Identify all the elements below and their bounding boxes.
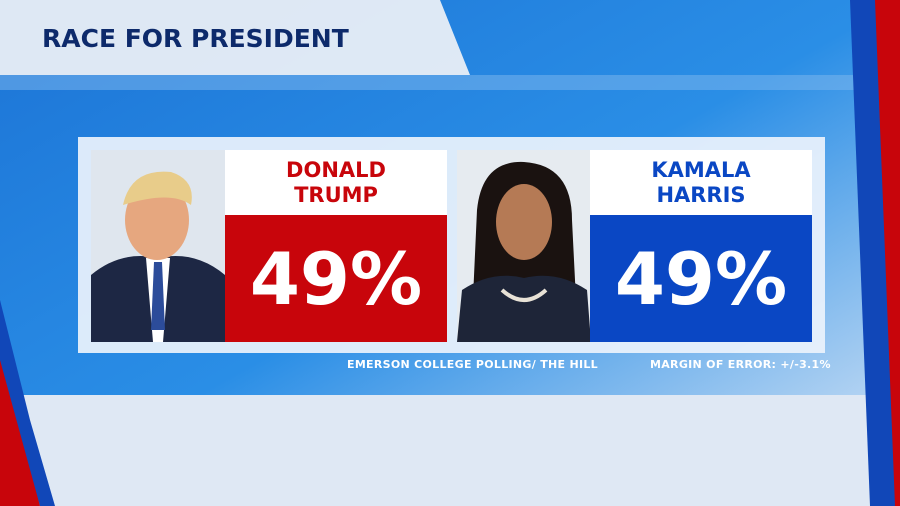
last-name: TRUMP [294,183,378,207]
candidate-name: DONALD TRUMP [225,150,447,215]
title: RACE FOR PRESIDENT [42,24,349,53]
source: EMERSON COLLEGE POLLING/ THE HILL [347,358,598,371]
last-name: HARRIS [656,183,746,207]
margin-of-error: MARGIN OF ERROR: +/-3.1% [650,358,831,371]
first-name: KAMALA [651,158,751,182]
candidate-photo [91,150,225,342]
candidate-photo [457,150,591,342]
percent: 49% [590,215,812,342]
candidate-name: KAMALA HARRIS [590,150,812,215]
first-name: DONALD [286,158,386,182]
percent: 49% [225,215,447,342]
